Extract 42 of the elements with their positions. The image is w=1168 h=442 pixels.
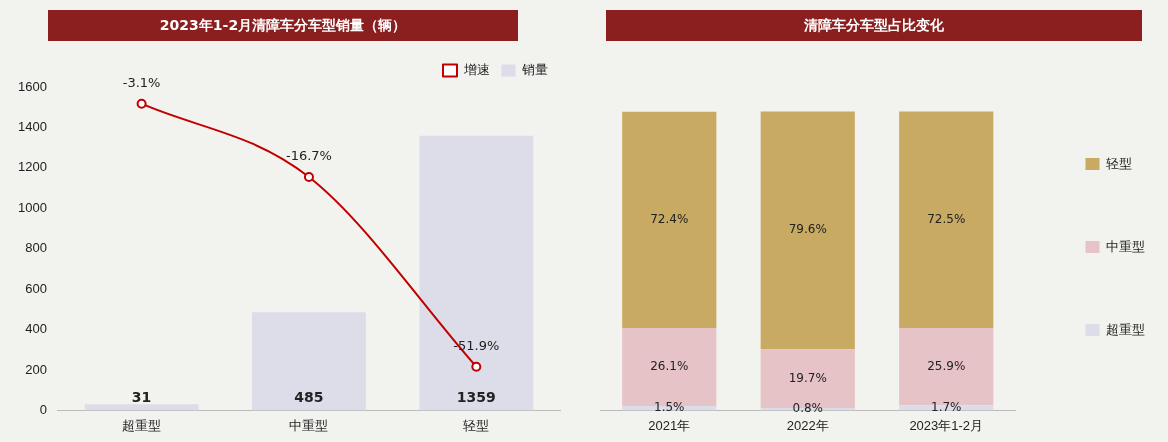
legend-label: 增速 [462, 62, 490, 78]
x-tick-label: 超重型 [122, 417, 162, 433]
data-label: 485 [294, 389, 324, 406]
y-tick-label: 1400 [18, 119, 47, 134]
y-tick-label: 0 [39, 401, 47, 417]
data-label: 1.5% [654, 400, 685, 415]
legend-label: 中重型 [1106, 238, 1145, 254]
legend-label: 销量 [521, 62, 548, 78]
data-label: 26.1% [650, 359, 689, 374]
bar [419, 135, 534, 411]
data-label: 79.6% [788, 222, 827, 237]
bar [252, 312, 366, 411]
bar [760, 111, 855, 350]
bar [84, 404, 199, 411]
data-label: 72.5% [927, 211, 966, 226]
y-tick-label: 200 [25, 361, 47, 377]
bar [899, 111, 994, 328]
y-tick-label: 400 [25, 321, 47, 337]
y-tick-label: 800 [25, 240, 47, 256]
bar [622, 111, 717, 328]
x-tick-label: 中重型 [289, 417, 329, 433]
data-label: 31 [131, 389, 152, 406]
x-tick-label: 2022年 [786, 417, 829, 433]
data-label: 25.9% [927, 358, 966, 373]
chart-title: 2023年1-2月清障车分车型销量（辆） [48, 10, 518, 41]
y-tick-label: 1000 [18, 199, 47, 215]
x-tick-label: 2023年1-2月 [909, 417, 984, 433]
y-tick-label: 1200 [18, 159, 47, 175]
y-tick-label: 1600 [18, 78, 47, 94]
data-label: -16.7% [285, 148, 332, 164]
data-label: 0.8% [792, 401, 823, 416]
data-label: -3.1% [122, 75, 161, 91]
chart-title: 清障车分车型占比变化 [606, 10, 1142, 41]
data-label: 1.7% [931, 399, 962, 414]
data-label: 72.4% [650, 211, 689, 226]
y-tick-label: 600 [25, 280, 47, 296]
legend-label: 超重型 [1106, 321, 1145, 337]
x-tick-label: 轻型 [463, 417, 490, 433]
data-label: 19.7% [788, 370, 827, 385]
legend-label: 轻型 [1106, 155, 1132, 171]
x-tick-label: 2021年 [648, 417, 691, 433]
data-label: 1359 [456, 389, 496, 406]
